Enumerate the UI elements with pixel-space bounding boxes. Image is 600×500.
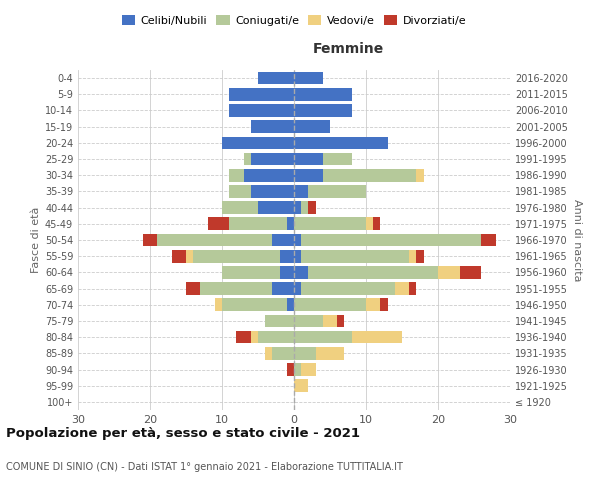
Bar xyxy=(301,363,316,376)
Bar xyxy=(222,136,294,149)
Bar xyxy=(438,266,460,278)
Bar xyxy=(157,234,272,246)
Bar xyxy=(294,347,316,360)
Bar xyxy=(294,152,323,166)
Bar xyxy=(460,266,481,278)
Bar xyxy=(193,250,280,262)
Y-axis label: Anni di nascita: Anni di nascita xyxy=(572,198,582,281)
Bar xyxy=(258,202,294,214)
Bar xyxy=(294,136,388,149)
Bar xyxy=(481,234,496,246)
Bar xyxy=(251,185,294,198)
Bar xyxy=(416,169,424,181)
Bar xyxy=(323,169,416,181)
Bar xyxy=(229,88,294,101)
Bar xyxy=(272,234,294,246)
Bar xyxy=(294,169,323,181)
Bar xyxy=(294,185,308,198)
Bar xyxy=(294,104,352,117)
Bar xyxy=(308,266,438,278)
Bar xyxy=(186,250,193,262)
Bar xyxy=(222,202,258,214)
Bar xyxy=(294,234,301,246)
Bar xyxy=(294,282,301,295)
Bar xyxy=(287,298,294,311)
Bar xyxy=(416,250,424,262)
Bar xyxy=(380,298,388,311)
Bar xyxy=(215,298,222,311)
Bar xyxy=(294,266,308,278)
Bar xyxy=(294,202,301,214)
Bar xyxy=(323,314,337,328)
Bar xyxy=(301,234,481,246)
Bar xyxy=(323,152,352,166)
Bar xyxy=(294,380,308,392)
Bar xyxy=(258,72,294,85)
Bar xyxy=(208,218,229,230)
Bar xyxy=(316,347,344,360)
Bar xyxy=(280,266,294,278)
Bar xyxy=(258,331,294,344)
Bar xyxy=(229,185,251,198)
Bar xyxy=(280,250,294,262)
Bar xyxy=(287,363,294,376)
Bar xyxy=(229,104,294,117)
Bar xyxy=(337,314,344,328)
Bar xyxy=(308,185,366,198)
Bar xyxy=(366,218,373,230)
Bar xyxy=(294,88,352,101)
Bar xyxy=(294,120,330,133)
Legend: Celibi/Nubili, Coniugati/e, Vedovi/e, Divorziati/e: Celibi/Nubili, Coniugati/e, Vedovi/e, Di… xyxy=(118,10,470,30)
Bar xyxy=(222,266,280,278)
Bar xyxy=(229,169,244,181)
Bar xyxy=(308,202,316,214)
Bar xyxy=(186,282,200,295)
Bar xyxy=(143,234,157,246)
Bar xyxy=(244,169,294,181)
Bar xyxy=(200,282,272,295)
Bar xyxy=(265,314,294,328)
Bar xyxy=(272,347,294,360)
Bar xyxy=(409,282,416,295)
Bar xyxy=(366,298,380,311)
Bar xyxy=(172,250,186,262)
Text: Femmine: Femmine xyxy=(313,42,383,56)
Bar xyxy=(236,331,251,344)
Bar xyxy=(287,218,294,230)
Bar xyxy=(244,152,251,166)
Text: COMUNE DI SINIO (CN) - Dati ISTAT 1° gennaio 2021 - Elaborazione TUTTITALIA.IT: COMUNE DI SINIO (CN) - Dati ISTAT 1° gen… xyxy=(6,462,403,472)
Bar xyxy=(294,218,366,230)
Bar xyxy=(251,152,294,166)
Bar xyxy=(301,202,308,214)
Bar xyxy=(294,331,352,344)
Bar xyxy=(272,282,294,295)
Bar xyxy=(301,250,409,262)
Bar xyxy=(395,282,409,295)
Bar xyxy=(409,250,416,262)
Bar xyxy=(229,218,287,230)
Bar xyxy=(294,298,366,311)
Bar xyxy=(294,363,301,376)
Bar xyxy=(294,250,301,262)
Bar xyxy=(294,72,323,85)
Bar xyxy=(265,347,272,360)
Bar xyxy=(222,298,287,311)
Bar xyxy=(352,331,402,344)
Bar xyxy=(301,282,395,295)
Bar xyxy=(251,120,294,133)
Bar xyxy=(294,314,323,328)
Y-axis label: Fasce di età: Fasce di età xyxy=(31,207,41,273)
Bar xyxy=(251,331,258,344)
Bar xyxy=(373,218,380,230)
Text: Popolazione per età, sesso e stato civile - 2021: Popolazione per età, sesso e stato civil… xyxy=(6,428,360,440)
